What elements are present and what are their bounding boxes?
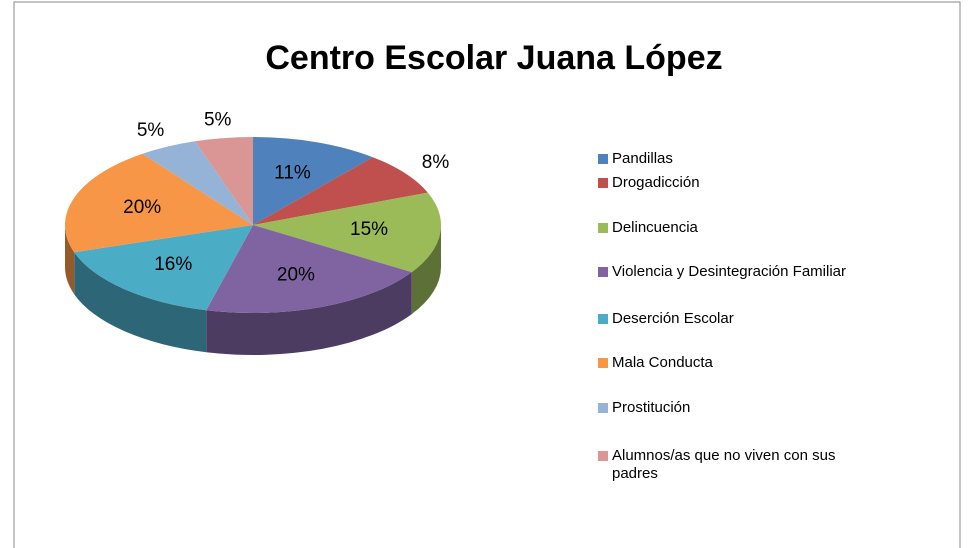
data-label: 16% bbox=[154, 254, 192, 275]
data-label: 15% bbox=[350, 219, 388, 240]
slice bbox=[142, 141, 253, 225]
legend-label: Mala Conducta bbox=[612, 354, 713, 371]
data-label: 5% bbox=[204, 110, 232, 131]
legend-item: Delincuencia bbox=[598, 219, 868, 237]
slice bbox=[253, 137, 373, 225]
data-label: 20% bbox=[123, 197, 161, 218]
chart-title: Centro Escolar Juana López bbox=[265, 39, 722, 77]
slice bbox=[64, 153, 253, 253]
data-label: 8% bbox=[422, 152, 450, 173]
legend-swatch bbox=[598, 178, 608, 188]
legend-item: Mala Conducta bbox=[598, 354, 868, 372]
data-label: 20% bbox=[277, 265, 315, 286]
legend-label: Pandillas bbox=[612, 150, 673, 167]
data-label: 11% bbox=[274, 163, 311, 184]
legend-swatch bbox=[598, 451, 608, 461]
legend-label: Prostitución bbox=[612, 399, 691, 416]
legend-label: Alumnos/as que no viven con sus padres bbox=[612, 447, 836, 482]
legend-item: Alumnos/as que no viven con sus padres bbox=[598, 447, 868, 483]
legend-swatch bbox=[598, 154, 608, 164]
legend-item: Prostitución bbox=[598, 399, 868, 417]
legend-item: Pandillas bbox=[598, 150, 868, 168]
slice bbox=[253, 157, 428, 225]
legend-item: Deserción Escolar bbox=[598, 310, 868, 328]
slice-side bbox=[65, 225, 75, 295]
legend-label: Drogadicción bbox=[612, 174, 700, 191]
slice-side bbox=[74, 252, 207, 353]
legend-swatch bbox=[598, 267, 608, 277]
legend-label: Deserción Escolar bbox=[612, 310, 734, 327]
legend-swatch bbox=[598, 223, 608, 233]
legend-swatch bbox=[598, 403, 608, 413]
slice bbox=[206, 225, 412, 314]
legend-swatch bbox=[598, 314, 608, 324]
slice-side bbox=[411, 225, 441, 315]
legend-item: Violencia y Desintegración Familiar bbox=[598, 263, 868, 281]
legend-swatch bbox=[598, 358, 608, 368]
legend-label: Violencia y Desintegración Familiar bbox=[612, 263, 846, 280]
legend-label: Delincuencia bbox=[612, 219, 698, 236]
slice bbox=[74, 225, 253, 311]
slice bbox=[194, 137, 253, 225]
slice-side bbox=[206, 272, 412, 355]
legend-item: Drogadicción bbox=[598, 174, 868, 192]
data-label: 5% bbox=[137, 120, 165, 141]
slice bbox=[253, 192, 441, 273]
